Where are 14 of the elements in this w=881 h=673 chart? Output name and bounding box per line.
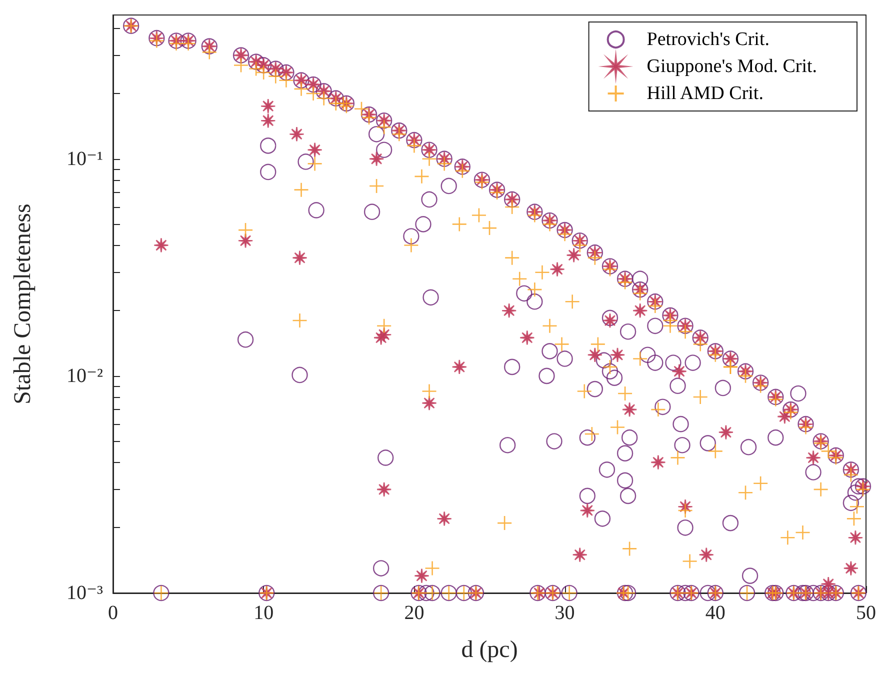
x-tick-label: 50 xyxy=(856,602,876,624)
x-tick-label: 40 xyxy=(705,602,726,624)
x-tick-label: 0 xyxy=(108,602,118,624)
y-tick-label: 10⁻³ xyxy=(66,582,103,604)
x-tick-label: 10 xyxy=(254,602,274,624)
y-tick-label: 10⁻² xyxy=(66,364,103,387)
legend-label: Hill AMD Crit. xyxy=(646,83,764,104)
y-axis-title: Stable Completeness xyxy=(10,204,36,404)
y-tick-label: 10⁻¹ xyxy=(66,148,103,170)
x-axis-title: d (pc) xyxy=(461,637,518,663)
legend-label: Petrovich's Crit. xyxy=(646,29,770,50)
legend-label: Giuppone's Mod. Crit. xyxy=(646,56,817,77)
x-tick-label: 20 xyxy=(404,602,424,624)
x-tick-label: 30 xyxy=(554,602,575,624)
